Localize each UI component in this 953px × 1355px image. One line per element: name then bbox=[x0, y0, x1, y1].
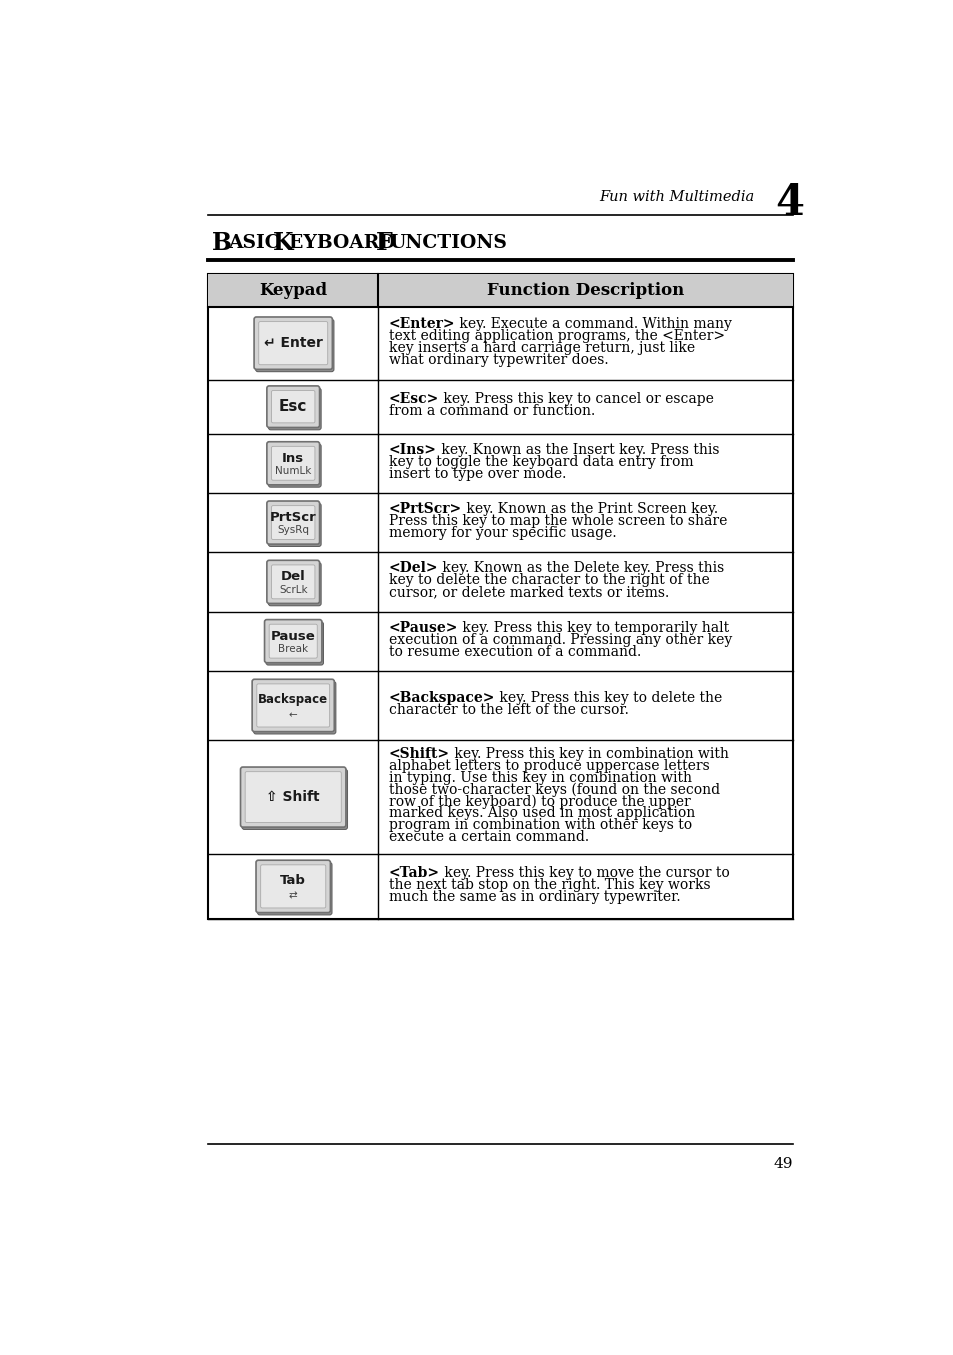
Text: marked keys. Also used in most application: marked keys. Also used in most applicati… bbox=[389, 806, 695, 820]
Text: K: K bbox=[273, 232, 293, 256]
Text: Function Description: Function Description bbox=[487, 282, 683, 299]
Text: Esc: Esc bbox=[278, 400, 307, 415]
FancyBboxPatch shape bbox=[267, 442, 319, 485]
FancyBboxPatch shape bbox=[253, 317, 332, 370]
FancyBboxPatch shape bbox=[252, 679, 334, 732]
Text: <Shift>: <Shift> bbox=[389, 747, 450, 760]
FancyBboxPatch shape bbox=[242, 770, 347, 829]
FancyBboxPatch shape bbox=[272, 565, 314, 599]
FancyBboxPatch shape bbox=[272, 446, 314, 480]
Text: Ins: Ins bbox=[282, 451, 304, 465]
Text: Break: Break bbox=[278, 644, 308, 654]
Text: <Tab>: <Tab> bbox=[389, 866, 439, 879]
Text: <Esc>: <Esc> bbox=[389, 392, 438, 406]
Text: ⇄: ⇄ bbox=[289, 892, 297, 901]
Text: key inserts a hard carriage return, just like: key inserts a hard carriage return, just… bbox=[389, 340, 695, 355]
Text: Fun with Multimedia: Fun with Multimedia bbox=[598, 190, 754, 205]
Text: from a command or function.: from a command or function. bbox=[389, 404, 595, 419]
FancyBboxPatch shape bbox=[258, 321, 328, 364]
FancyBboxPatch shape bbox=[266, 622, 323, 665]
Text: Tab: Tab bbox=[280, 874, 306, 886]
Text: UNCTIONS: UNCTIONS bbox=[389, 234, 507, 252]
FancyBboxPatch shape bbox=[267, 501, 319, 545]
Text: key. Known as the Insert key. Press this: key. Known as the Insert key. Press this bbox=[436, 443, 719, 457]
Text: to resume execution of a command.: to resume execution of a command. bbox=[389, 645, 640, 659]
FancyBboxPatch shape bbox=[240, 767, 346, 827]
Bar bbox=[208, 274, 793, 919]
Text: key. Press this key to delete the: key. Press this key to delete the bbox=[495, 691, 721, 705]
Text: key to delete the character to the right of the: key to delete the character to the right… bbox=[389, 573, 709, 587]
FancyBboxPatch shape bbox=[268, 562, 321, 606]
FancyBboxPatch shape bbox=[257, 863, 332, 915]
Text: those two-character keys (found on the second: those two-character keys (found on the s… bbox=[389, 782, 720, 797]
Text: key. Press this key to temporarily halt: key. Press this key to temporarily halt bbox=[457, 621, 729, 634]
Text: Pause: Pause bbox=[271, 630, 315, 642]
Text: execute a certain command.: execute a certain command. bbox=[389, 831, 588, 844]
Text: execution of a command. Pressing any other key: execution of a command. Pressing any oth… bbox=[389, 633, 731, 646]
Text: key. Known as the Delete key. Press this: key. Known as the Delete key. Press this bbox=[438, 561, 724, 576]
Text: character to the left of the cursor.: character to the left of the cursor. bbox=[389, 703, 628, 717]
Bar bbox=[208, 274, 793, 306]
Text: 49: 49 bbox=[773, 1157, 793, 1171]
Text: row of the keyboard) to produce the upper: row of the keyboard) to produce the uppe… bbox=[389, 794, 690, 809]
Text: <Enter>: <Enter> bbox=[389, 317, 455, 331]
Text: cursor, or delete marked texts or items.: cursor, or delete marked texts or items. bbox=[389, 585, 668, 599]
FancyBboxPatch shape bbox=[268, 503, 321, 546]
Text: in typing. Use this key in combination with: in typing. Use this key in combination w… bbox=[389, 771, 691, 785]
Text: F: F bbox=[375, 232, 393, 256]
FancyBboxPatch shape bbox=[256, 684, 330, 728]
Text: <PrtScr>: <PrtScr> bbox=[389, 503, 461, 516]
Text: key to toggle the keyboard data entry from: key to toggle the keyboard data entry fr… bbox=[389, 455, 693, 469]
Text: what ordinary typewriter does.: what ordinary typewriter does. bbox=[389, 352, 608, 366]
Text: SysRq: SysRq bbox=[277, 526, 309, 535]
Text: NumLk: NumLk bbox=[274, 466, 311, 476]
FancyBboxPatch shape bbox=[272, 390, 314, 423]
Text: key. Press this key in combination with: key. Press this key in combination with bbox=[450, 747, 728, 760]
Text: Del: Del bbox=[280, 570, 305, 584]
Text: 4: 4 bbox=[774, 183, 803, 225]
Text: PrtScr: PrtScr bbox=[270, 511, 316, 524]
Text: much the same as in ordinary typewriter.: much the same as in ordinary typewriter. bbox=[389, 890, 679, 904]
Text: <Pause>: <Pause> bbox=[389, 621, 457, 634]
Text: ⇧ Shift: ⇧ Shift bbox=[266, 790, 319, 804]
Text: Keypad: Keypad bbox=[259, 282, 327, 299]
FancyBboxPatch shape bbox=[267, 386, 319, 427]
FancyBboxPatch shape bbox=[260, 864, 325, 908]
FancyBboxPatch shape bbox=[245, 771, 341, 822]
Text: EYBOARD: EYBOARD bbox=[289, 234, 401, 252]
FancyBboxPatch shape bbox=[264, 619, 321, 663]
Text: key. Press this key to move the cursor to: key. Press this key to move the cursor t… bbox=[439, 866, 729, 879]
FancyBboxPatch shape bbox=[272, 505, 314, 539]
Text: <Del>: <Del> bbox=[389, 561, 438, 576]
Text: program in combination with other keys to: program in combination with other keys t… bbox=[389, 818, 691, 832]
FancyBboxPatch shape bbox=[268, 389, 321, 430]
Text: <Ins>: <Ins> bbox=[389, 443, 436, 457]
Text: key. Press this key to cancel or escape: key. Press this key to cancel or escape bbox=[438, 392, 713, 406]
FancyBboxPatch shape bbox=[253, 682, 335, 734]
Text: Backspace: Backspace bbox=[258, 692, 328, 706]
Text: <Backspace>: <Backspace> bbox=[389, 691, 495, 705]
FancyBboxPatch shape bbox=[255, 860, 330, 912]
FancyBboxPatch shape bbox=[267, 561, 319, 603]
Text: ScrLk: ScrLk bbox=[278, 584, 307, 595]
Text: alphabet letters to produce uppercase letters: alphabet letters to produce uppercase le… bbox=[389, 759, 709, 772]
Text: key. Execute a command. Within many: key. Execute a command. Within many bbox=[455, 317, 732, 331]
FancyBboxPatch shape bbox=[255, 320, 334, 371]
Text: the next tab stop on the right. This key works: the next tab stop on the right. This key… bbox=[389, 878, 710, 892]
Text: ←: ← bbox=[289, 710, 297, 720]
Text: memory for your specific usage.: memory for your specific usage. bbox=[389, 526, 616, 541]
Text: text editing application programs, the <Enter>: text editing application programs, the <… bbox=[389, 329, 724, 343]
Text: B: B bbox=[212, 232, 232, 256]
Text: ASIC: ASIC bbox=[228, 234, 286, 252]
FancyBboxPatch shape bbox=[269, 625, 317, 659]
Text: insert to type over mode.: insert to type over mode. bbox=[389, 466, 566, 481]
Text: ↵ Enter: ↵ Enter bbox=[263, 336, 322, 350]
FancyBboxPatch shape bbox=[268, 444, 321, 488]
Text: key. Known as the Print Screen key.: key. Known as the Print Screen key. bbox=[461, 503, 718, 516]
Text: Press this key to map the whole screen to share: Press this key to map the whole screen t… bbox=[389, 514, 726, 528]
